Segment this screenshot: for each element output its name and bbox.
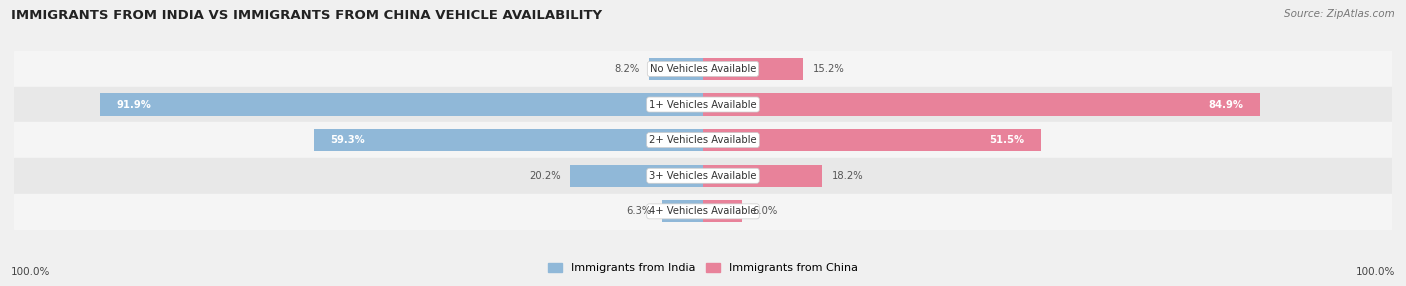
Text: 8.2%: 8.2% [614, 64, 640, 74]
Text: 15.2%: 15.2% [813, 64, 845, 74]
Bar [14, 158, 1392, 194]
Text: 91.9%: 91.9% [117, 100, 152, 110]
Bar [703, 129, 1040, 151]
Bar [100, 94, 703, 116]
Text: IMMIGRANTS FROM INDIA VS IMMIGRANTS FROM CHINA VEHICLE AVAILABILITY: IMMIGRANTS FROM INDIA VS IMMIGRANTS FROM… [11, 9, 602, 21]
Bar [14, 51, 1392, 87]
Text: 18.2%: 18.2% [832, 171, 863, 181]
Bar [14, 194, 1392, 229]
Bar [571, 165, 703, 187]
Bar [14, 122, 1392, 158]
Text: 100.0%: 100.0% [1355, 267, 1395, 277]
Text: 51.5%: 51.5% [990, 135, 1025, 145]
Text: 2+ Vehicles Available: 2+ Vehicles Available [650, 135, 756, 145]
Bar [14, 87, 1392, 122]
Text: 4+ Vehicles Available: 4+ Vehicles Available [650, 206, 756, 217]
Text: 3+ Vehicles Available: 3+ Vehicles Available [650, 171, 756, 181]
Text: 84.9%: 84.9% [1209, 100, 1244, 110]
Legend: Immigrants from India, Immigrants from China: Immigrants from India, Immigrants from C… [544, 259, 862, 278]
Bar [703, 200, 742, 223]
Bar [703, 94, 1260, 116]
Text: 6.0%: 6.0% [752, 206, 778, 217]
Bar [314, 129, 703, 151]
Text: 20.2%: 20.2% [529, 171, 561, 181]
Text: Source: ZipAtlas.com: Source: ZipAtlas.com [1284, 9, 1395, 19]
Text: 6.3%: 6.3% [627, 206, 652, 217]
Text: No Vehicles Available: No Vehicles Available [650, 64, 756, 74]
Text: 59.3%: 59.3% [330, 135, 366, 145]
Text: 1+ Vehicles Available: 1+ Vehicles Available [650, 100, 756, 110]
Bar [650, 58, 703, 80]
Bar [662, 200, 703, 223]
Bar [703, 165, 823, 187]
Text: 100.0%: 100.0% [11, 267, 51, 277]
Bar [703, 58, 803, 80]
